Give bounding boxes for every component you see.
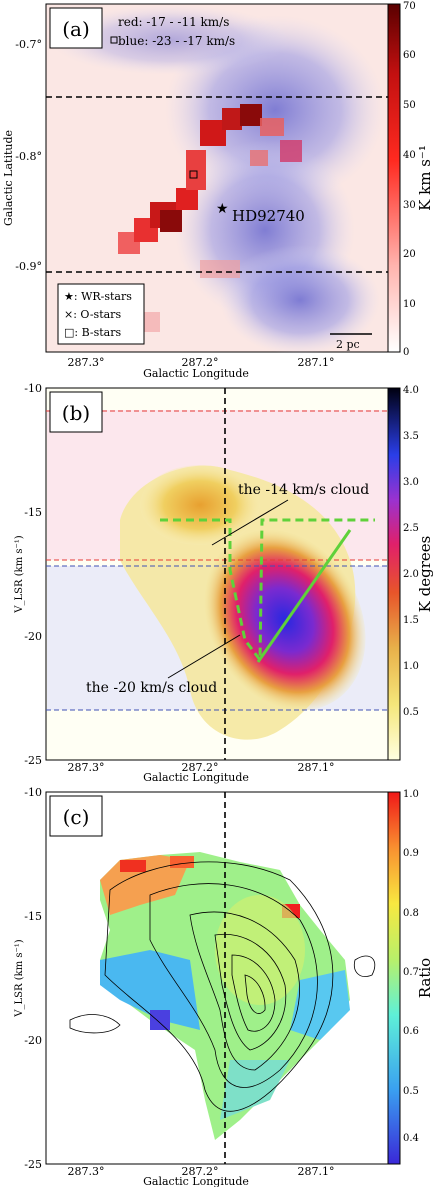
panel-b-emission (120, 465, 366, 740)
panel-a-yticks: -0.7° -0.8° -0.9° (15, 38, 42, 273)
cbar-a-tick: 0 (403, 347, 409, 358)
xtick-label: 287.3° (68, 356, 105, 369)
panel-a-colorbar-ticks: 70 60 50 40 30 20 10 0 (403, 1, 416, 358)
panel-c-yticks: -10 -15 -20 -25 (24, 786, 42, 1171)
ytick-label: -25 (24, 1158, 42, 1171)
panel-b-cloud20-pointer (167, 634, 241, 679)
panel-b-green-dashed-outline (160, 518, 375, 665)
ytick-label: -25 (24, 754, 42, 767)
xtick-label: 287.2° (182, 356, 219, 369)
xtick-label: 287.1° (298, 1165, 335, 1178)
panel-b-xticks: 287.3° 287.2° 287.1° (68, 761, 335, 774)
panel-a-marker-legend-1: ×: O-stars (64, 308, 121, 321)
cbar-b-tick: 2.0 (403, 569, 419, 580)
panel-a: (a) red: -17 - -11 km/s blue: -23 - -17 … (2, 1, 434, 380)
panel-a-colorbar-label: K km s⁻¹ (416, 145, 434, 211)
ytick-label: -20 (24, 1034, 42, 1047)
panel-a-legend-blue: blue: -23 - -17 km/s (118, 34, 235, 48)
xtick-label: 287.2° (182, 761, 219, 774)
panel-b-green-solid-line (256, 529, 352, 663)
square-marker-icon (110, 36, 118, 44)
panel-b-cloud14-label: the -14 km/s cloud (238, 482, 369, 498)
panel-a-marker-legend-2: □: B-stars (64, 326, 121, 339)
cbar-b-tick: 3.0 (403, 477, 419, 488)
panel-c-colorbar-label: Ratio (416, 958, 434, 998)
cbar-c-tick: 0.8 (403, 908, 419, 919)
cbar-b-tick: 1.5 (403, 615, 419, 626)
panel-b-label: (b) (62, 401, 90, 425)
panel-c-xlabel: Galactic Longitude (143, 1175, 249, 1187)
panel-c-colorbar (387, 791, 401, 1165)
ytick-label: -0.8° (15, 150, 42, 163)
xtick-label: 287.1° (298, 356, 335, 369)
cbar-a-tick: 20 (403, 249, 416, 260)
panel-b-colorbar-label: K degrees (416, 536, 434, 613)
cbar-b-tick: 4.0 (403, 385, 419, 396)
b-star-marker (189, 170, 198, 179)
wr-star-icon: ★ (216, 201, 229, 217)
cbar-a-tick: 10 (403, 299, 416, 310)
cbar-a-tick: 40 (403, 150, 416, 161)
panel-b-xlabel: Galactic Longitude (143, 771, 249, 784)
ytick-label: -15 (24, 910, 42, 923)
ytick-label: -10 (24, 382, 42, 395)
ytick-label: -0.9° (15, 260, 42, 273)
cbar-a-tick: 70 (403, 1, 416, 12)
cbar-c-tick: 0.6 (403, 1026, 419, 1037)
panel-b-colorbar-ticks: 4.0 3.5 3.0 2.5 2.0 1.5 1.0 0.5 (403, 385, 419, 718)
panel-a-red-filament (118, 104, 302, 332)
panel-b-colorbar (387, 387, 401, 761)
panel-a-marker-legend-box (57, 283, 145, 345)
cbar-c-tick: 0.9 (403, 848, 419, 859)
ytick-label: -15 (24, 506, 42, 519)
cbar-c-tick: 0.7 (403, 967, 419, 978)
panel-a-xticks: 287.3° 287.2° 287.1° (68, 356, 335, 369)
panel-c-contours (69, 861, 376, 1112)
panel-a-label-box (49, 7, 103, 49)
cbar-a-tick: 60 (403, 50, 416, 61)
panel-c-label-box (49, 795, 103, 837)
cbar-c-tick: 0.5 (403, 1086, 419, 1097)
cbar-a-tick: 30 (403, 200, 416, 211)
panel-b-cloud20-label: the -20 km/s cloud (86, 680, 217, 696)
panel-a-label: (a) (62, 17, 90, 41)
panel-c: (c) 1.0 0.9 0.8 0.7 0.6 0.5 0.4 Ratio -1… (14, 786, 434, 1187)
ytick-label: -10 (24, 786, 42, 799)
panel-b-yticks: -10 -15 -20 -25 (24, 382, 42, 767)
cbar-b-tick: 0.5 (403, 707, 419, 718)
ytick-label: -20 (24, 630, 42, 643)
xtick-label: 287.1° (298, 761, 335, 774)
ytick-label: -0.7° (15, 38, 42, 51)
panel-a-scalebar-label: 2 pc (336, 338, 360, 351)
panel-b-label-box (49, 391, 103, 433)
cbar-a-tick: 50 (403, 100, 416, 111)
cbar-c-tick: 0.4 (403, 1133, 419, 1144)
cbar-b-tick: 3.5 (403, 431, 419, 442)
panel-c-xticks: 287.3° 287.2° 287.1° (68, 1165, 335, 1178)
panel-b-cloud14-pointer (211, 499, 289, 546)
panel-a-star-label: HD92740 (232, 207, 305, 225)
panel-a-ylabel: Galactic Latitude (2, 130, 15, 226)
panel-a-colorbar (387, 3, 401, 353)
xtick-label: 287.3° (68, 761, 105, 774)
panel-a-legend-red: red: -17 - -11 km/s (118, 15, 229, 29)
panel-b: (b) the -14 km/s cloud the -20 km/s clou… (14, 382, 434, 784)
panel-a-marker-legend-0: ★: WR-stars (64, 290, 132, 303)
cbar-b-tick: 2.5 (403, 523, 419, 534)
xtick-label: 287.3° (68, 1165, 105, 1178)
cbar-b-tick: 1.0 (403, 661, 419, 672)
cbar-c-tick: 1.0 (403, 789, 419, 800)
panel-a-xlabel: Galactic Longitude (143, 367, 249, 380)
xtick-label: 287.2° (182, 1165, 219, 1178)
panel-c-colorbar-ticks: 1.0 0.9 0.8 0.7 0.6 0.5 0.4 (403, 789, 419, 1144)
panel-b-ylabel: V_LSR (km s⁻¹) (14, 535, 25, 613)
panel-c-label: (c) (63, 805, 90, 829)
panel-c-ylabel: V_LSR (km s⁻¹) (14, 939, 25, 1017)
